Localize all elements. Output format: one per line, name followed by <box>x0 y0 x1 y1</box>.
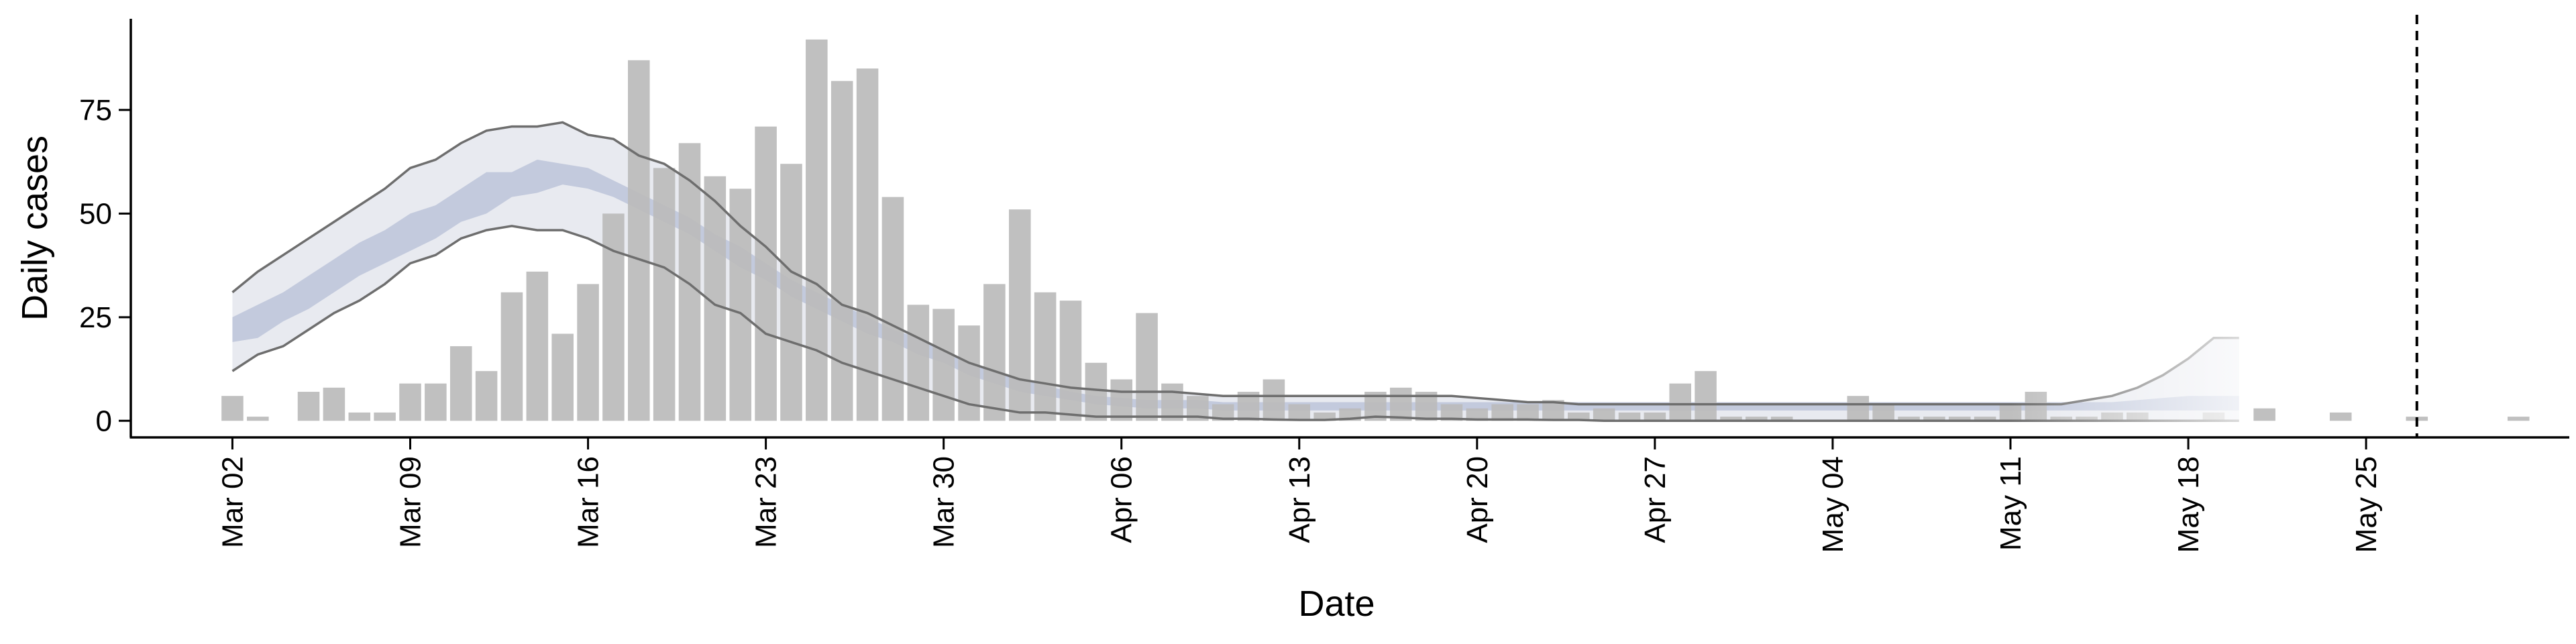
y-tick-label: 25 <box>79 301 112 334</box>
bar <box>1847 396 1870 421</box>
bar <box>1110 379 1132 421</box>
bar <box>881 197 904 421</box>
bar <box>348 412 371 421</box>
bar <box>780 164 802 421</box>
bar <box>1644 412 1666 421</box>
bar <box>1263 379 1285 421</box>
bar <box>678 143 701 421</box>
bar <box>577 284 599 421</box>
x-axis-ticks: Mar 02 Mar 09 Mar 16 Mar 23 Mar 30 Apr 06 Apr … <box>216 437 2383 553</box>
x-tick-label: Apr 20 <box>1461 456 1494 543</box>
ci-lower-line <box>231 225 2239 423</box>
bar <box>2253 408 2275 421</box>
bar <box>2329 412 2352 421</box>
bar <box>500 292 523 421</box>
bar <box>323 387 345 421</box>
bar <box>551 333 574 421</box>
ci-upper-line <box>231 121 2239 406</box>
bar <box>628 60 650 421</box>
x-tick-label: Apr 13 <box>1283 456 1316 543</box>
bar <box>449 346 472 421</box>
bar <box>247 417 269 421</box>
x-tick-label: May 04 <box>1817 456 1849 553</box>
bar <box>729 189 752 421</box>
bar <box>1517 404 1539 421</box>
bar <box>1389 387 1412 421</box>
x-tick-label: Mar 09 <box>394 456 427 548</box>
y-axis-ticks: 0 25 50 75 <box>79 94 131 437</box>
bar <box>1466 408 1489 421</box>
bar <box>2507 417 2530 421</box>
bar <box>932 309 955 421</box>
forecast-fade-overlay <box>2010 19 2241 436</box>
x-tick-label: Apr 27 <box>1639 456 1672 543</box>
bar <box>830 80 853 421</box>
x-tick-label: Mar 30 <box>928 456 961 548</box>
bar <box>806 39 828 421</box>
bar <box>602 213 625 421</box>
bar <box>1034 292 1057 421</box>
bar <box>399 383 421 421</box>
bar <box>1872 404 1894 421</box>
bar <box>1593 408 1615 421</box>
bar <box>1746 417 1768 421</box>
bar <box>1085 362 1108 421</box>
bar <box>1669 383 1692 421</box>
bar <box>1898 417 1920 421</box>
bar <box>297 392 320 421</box>
bar <box>983 284 1006 421</box>
bar <box>221 396 244 421</box>
bar <box>374 412 396 421</box>
bar <box>1720 417 1742 421</box>
axes <box>129 19 2569 439</box>
bar <box>1618 412 1641 421</box>
x-tick-label: Mar 23 <box>750 456 783 548</box>
bar <box>1288 404 1311 421</box>
x-tick-label: May 11 <box>1994 456 2027 551</box>
y-axis-title: Daily cases <box>15 136 55 321</box>
x-tick-label: Apr 06 <box>1106 456 1138 543</box>
bar <box>475 371 498 421</box>
x-tick-label: May 18 <box>2172 456 2205 553</box>
bar <box>856 68 879 421</box>
y-tick-label: 50 <box>79 197 112 230</box>
x-tick-label: Mar 16 <box>572 456 605 548</box>
bar <box>1923 417 1945 421</box>
ci-boundary-lines <box>231 121 2239 423</box>
bar <box>755 126 777 421</box>
bar <box>907 305 930 421</box>
x-axis-title: Date <box>1298 584 1375 624</box>
bar <box>1974 417 1996 421</box>
bar <box>1161 383 1183 421</box>
y-tick-label: 0 <box>96 405 112 437</box>
bar <box>1059 301 1082 421</box>
bar <box>1491 404 1513 421</box>
bar <box>653 168 676 421</box>
bar <box>1948 417 1971 421</box>
bar <box>425 383 447 421</box>
y-tick-label: 75 <box>79 94 112 127</box>
bar <box>1008 209 1031 421</box>
bar <box>1568 412 1590 421</box>
forecast-fade <box>2010 19 2241 436</box>
x-tick-label: Mar 02 <box>216 456 249 548</box>
x-tick-label: May 25 <box>2350 456 2383 553</box>
bar <box>1695 371 1717 421</box>
bar <box>526 271 549 421</box>
bar <box>1770 417 1793 421</box>
bar <box>1136 313 1158 421</box>
